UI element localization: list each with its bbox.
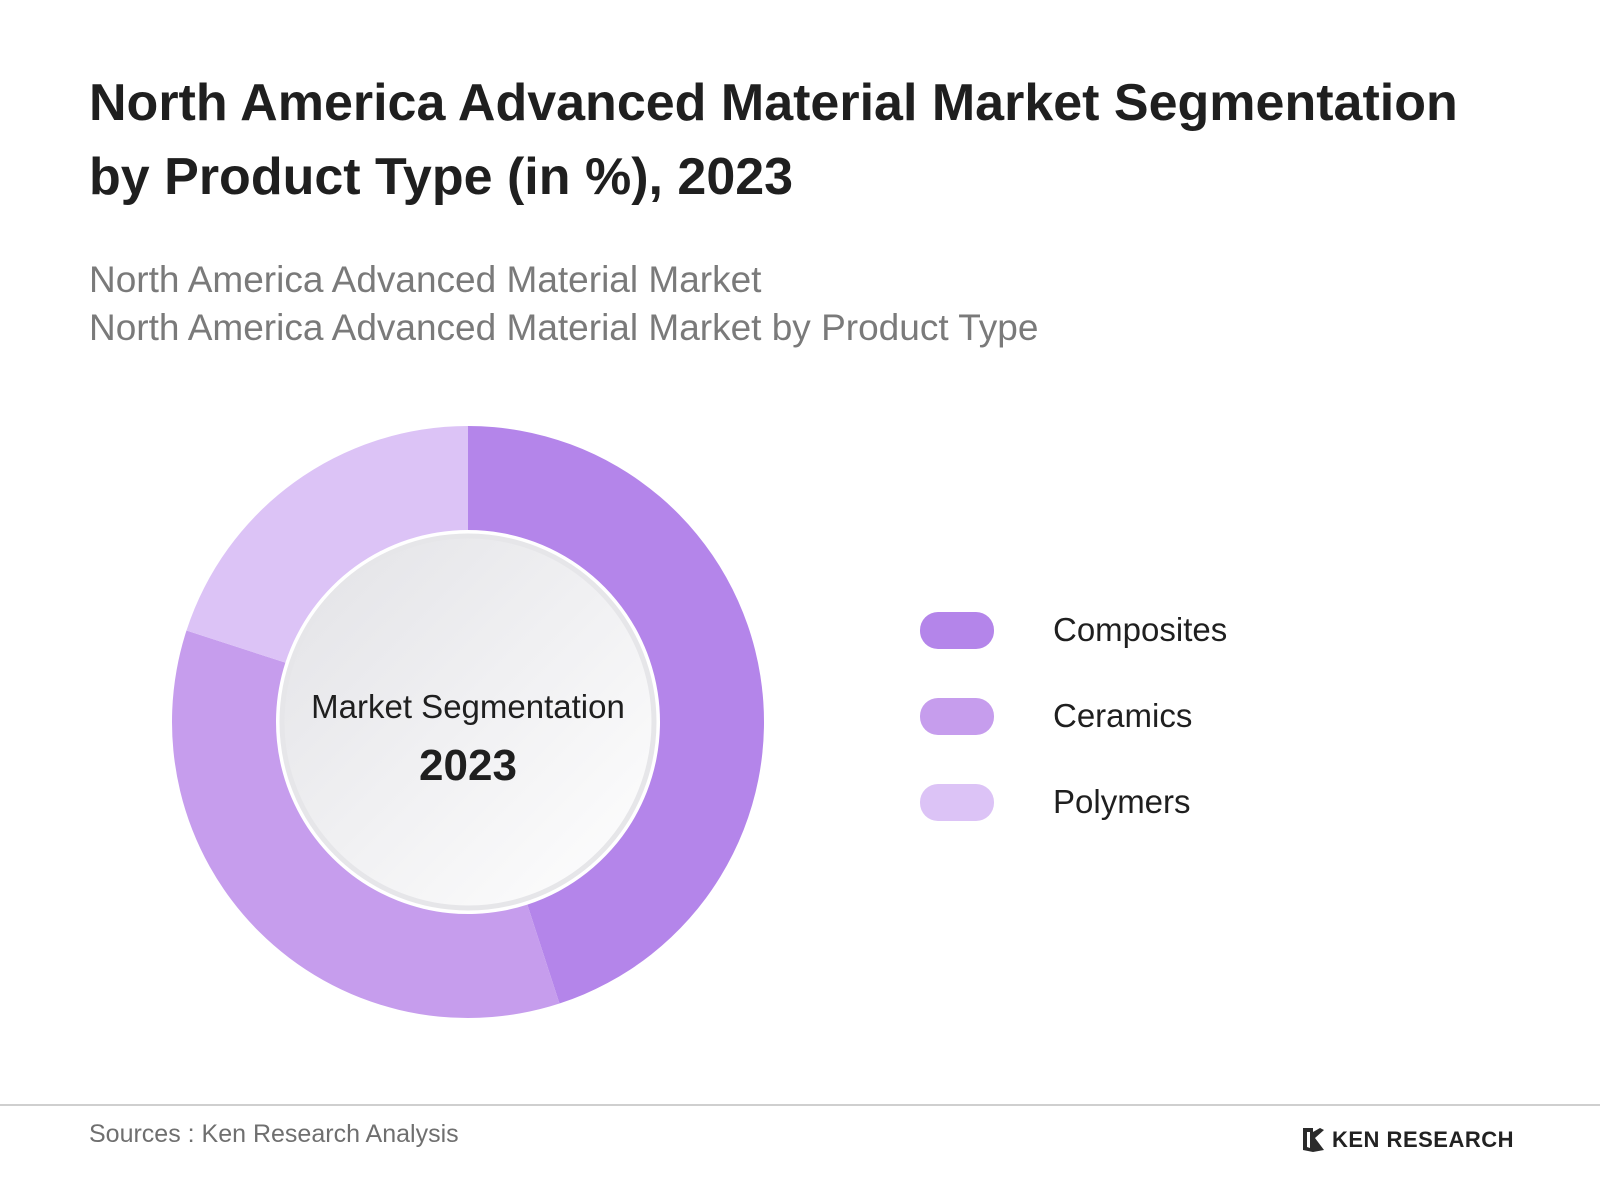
legend-swatch-composites <box>920 611 994 649</box>
brand-logo: KEN RESEARCH <box>1300 1124 1514 1156</box>
legend-item-composites[interactable]: Composites <box>920 610 1320 650</box>
center-disc <box>279 533 657 911</box>
footer-divider <box>0 1104 1600 1106</box>
slice-ceramics[interactable] <box>171 630 560 1019</box>
chart-subtitle-line1: North America Advanced Material Market <box>89 259 762 300</box>
legend-item-ceramics[interactable]: Ceramics <box>920 696 1320 736</box>
chart-title: North America Advanced Material Market S… <box>89 74 1458 206</box>
legend-label-composites: Composites <box>1053 611 1228 648</box>
chart-subtitle-line2: North America Advanced Material Market b… <box>89 307 1039 348</box>
source-note: Sources : Ken Research Analysis <box>89 1120 459 1148</box>
legend-swatch-polymers <box>920 783 994 821</box>
ken-logo-icon <box>1303 1128 1324 1152</box>
legend-label-ceramics: Ceramics <box>1053 697 1193 734</box>
center-year: 2023 <box>419 741 517 790</box>
slice-polymers[interactable] <box>186 426 468 663</box>
legend-swatch-ceramics <box>920 697 994 735</box>
brand-name: KEN RESEARCH <box>1332 1127 1515 1152</box>
legend-label-polymers: Polymers <box>1053 783 1191 820</box>
center-label: Market Segmentation <box>311 688 625 725</box>
slice-composites[interactable] <box>468 426 765 1004</box>
legend-item-polymers[interactable]: Polymers <box>920 782 1320 822</box>
donut-slices <box>171 426 765 1019</box>
